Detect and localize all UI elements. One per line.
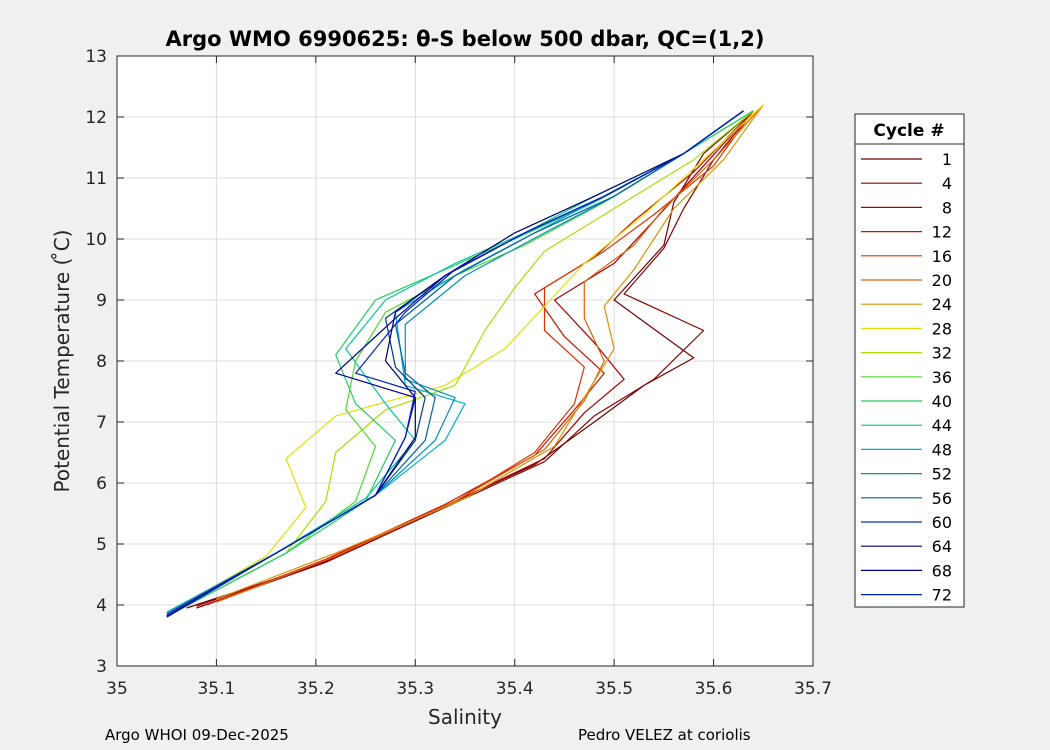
legend-box bbox=[854, 113, 965, 608]
y-axis-label: Potential Temperature ( ̊C) bbox=[50, 230, 74, 493]
legend-label-cycle-36: 36 bbox=[932, 368, 952, 387]
legend-label-cycle-60: 60 bbox=[932, 513, 952, 532]
series-line-cycle-28 bbox=[166, 104, 764, 615]
legend-label-cycle-40: 40 bbox=[932, 392, 952, 411]
y-tick-label: 4 bbox=[96, 596, 107, 616]
legend-label-cycle-24: 24 bbox=[932, 295, 952, 314]
series-lines bbox=[166, 104, 764, 618]
x-tick-label: 35.5 bbox=[595, 679, 633, 699]
y-tick-label: 11 bbox=[85, 169, 107, 189]
series-line-cycle-32 bbox=[176, 110, 754, 612]
legend-label-cycle-72: 72 bbox=[932, 586, 952, 605]
legend-label-cycle-12: 12 bbox=[932, 223, 952, 242]
series-line-cycle-72 bbox=[166, 110, 744, 618]
series-line-cycle-12 bbox=[206, 110, 754, 606]
y-tick-label: 13 bbox=[85, 47, 107, 67]
y-tick-label: 3 bbox=[96, 657, 107, 677]
y-tick-label: 6 bbox=[96, 474, 107, 494]
legend-label-cycle-1: 1 bbox=[942, 150, 952, 169]
x-tick-label: 35 bbox=[106, 679, 128, 699]
x-tick-label: 35.6 bbox=[695, 679, 733, 699]
footer-right-credit: Pedro VELEZ at coriolis bbox=[578, 726, 751, 744]
legend-label-cycle-52: 52 bbox=[932, 465, 952, 484]
y-tick-label: 7 bbox=[96, 413, 107, 433]
legend-label-cycle-32: 32 bbox=[932, 344, 952, 363]
x-tick-label: 35.3 bbox=[396, 679, 434, 699]
x-tick-label: 35.1 bbox=[197, 679, 235, 699]
axis-ticks: 35 35.1 35.2 35.3 35.4 35.5 35.6 35.7 3 4 5 6 7 8 9 10 1… bbox=[85, 47, 832, 699]
series-line-cycle-4 bbox=[196, 110, 754, 609]
legend-label-cycle-64: 64 bbox=[932, 537, 952, 556]
legend-label-cycle-16: 16 bbox=[932, 247, 952, 266]
legend-label-cycle-20: 20 bbox=[932, 271, 952, 290]
chart-title: Argo WMO 6990625: θ-S below 500 dbar, QC… bbox=[166, 27, 765, 51]
x-tick-label: 35.2 bbox=[297, 679, 335, 699]
legend-label-cycle-48: 48 bbox=[932, 440, 952, 459]
legend-label-cycle-44: 44 bbox=[932, 416, 952, 435]
y-tick-label: 5 bbox=[96, 535, 107, 555]
legend-label-cycle-8: 8 bbox=[942, 198, 952, 217]
legend-label-cycle-68: 68 bbox=[932, 561, 952, 580]
x-tick-label: 35.7 bbox=[794, 679, 832, 699]
y-tick-label: 9 bbox=[96, 291, 107, 311]
y-tick-label: 10 bbox=[85, 230, 107, 250]
legend: Cycle # 14812162024283236404448525660646… bbox=[854, 113, 965, 608]
y-tick-label: 12 bbox=[85, 108, 107, 128]
legend-label-cycle-56: 56 bbox=[932, 489, 952, 508]
legend-label-cycle-4: 4 bbox=[942, 174, 952, 193]
x-tick-label: 35.4 bbox=[496, 679, 534, 699]
footer-left-credit: Argo WHOI 09-Dec-2025 bbox=[105, 726, 289, 744]
series-line-cycle-24 bbox=[216, 104, 764, 600]
legend-label-cycle-28: 28 bbox=[932, 319, 952, 338]
y-tick-label: 8 bbox=[96, 352, 107, 372]
x-axis-label: Salinity bbox=[428, 705, 502, 729]
legend-title: Cycle # bbox=[873, 121, 944, 141]
